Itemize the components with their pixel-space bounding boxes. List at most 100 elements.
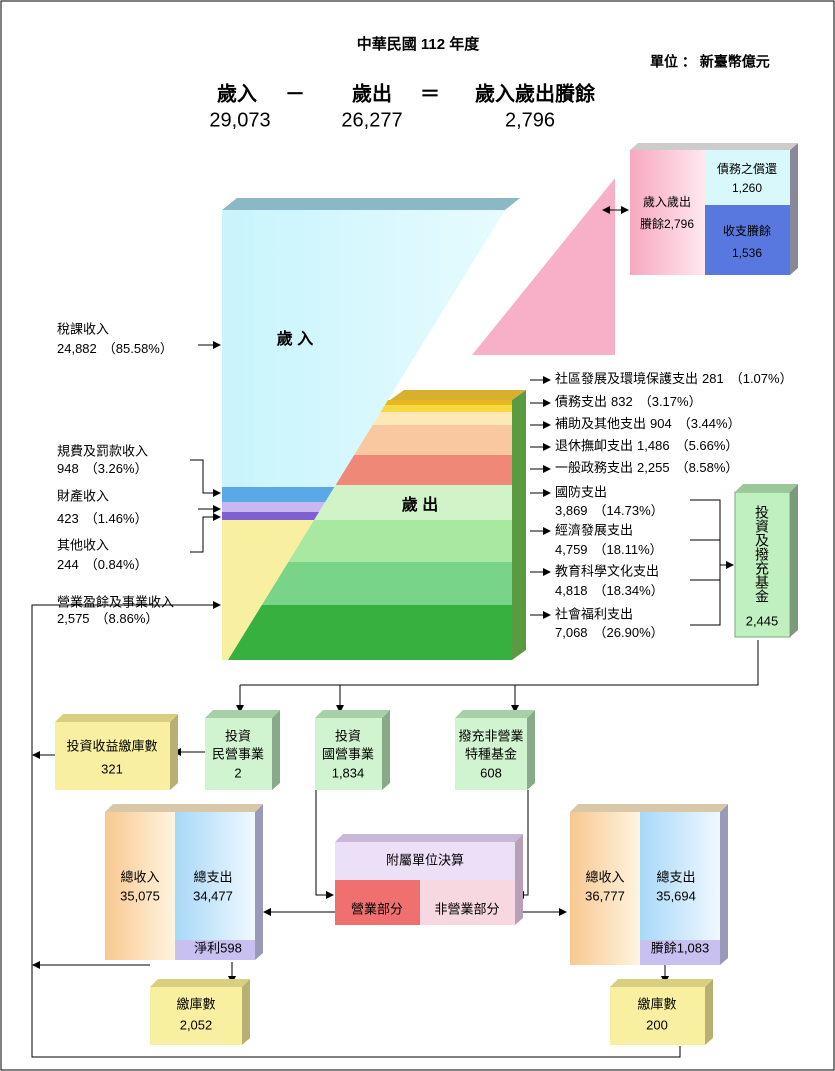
expenditure-pct: （1.07%） [730, 371, 793, 386]
eq-label: 歲入 [217, 81, 257, 105]
eq-label: 歲出 [352, 81, 392, 105]
band [222, 605, 522, 660]
expenditure-line: 補助及其他支出904（3.44%） [555, 416, 741, 431]
expenditure-line: 一般政務支出2,255（8.58%） [555, 460, 738, 475]
expenditure-value: 832 [611, 394, 633, 409]
label: 非營業部分 [434, 901, 499, 916]
side-face [512, 390, 526, 660]
label: 投資 [225, 728, 251, 743]
revenue-pct: （3.26%） [85, 461, 148, 476]
shape [105, 804, 263, 812]
expenditure-pct: （8.58%） [676, 460, 739, 475]
label: 投資 [335, 728, 361, 743]
label: 民營事業 [212, 746, 264, 761]
revenue-value-line: 948 （3.26%） [57, 461, 148, 476]
value: 2,052 [180, 1017, 213, 1032]
connector [690, 500, 720, 625]
label: 總收入 [585, 869, 624, 884]
top-face [222, 198, 520, 210]
revenue-value-line: 423（1.46%） [57, 511, 148, 526]
unit: 單位 ： 新臺幣億元 [650, 54, 770, 70]
eq-op: － [285, 83, 305, 105]
label: 總支出 [656, 869, 695, 884]
value: 賸餘1,083 [651, 940, 710, 955]
expenditure-pct: （14.73%） [594, 503, 664, 518]
shape [272, 710, 280, 790]
label: 繳庫數 [637, 996, 676, 1011]
expenditure-name: 社會福利支出 [555, 606, 633, 621]
title: 中華民國 112 年度 [357, 35, 481, 53]
eq-value: 2,796 [505, 109, 555, 131]
shape [455, 710, 535, 718]
label: 營業部分 [351, 901, 403, 916]
label: 賸餘2,796 [640, 216, 694, 231]
expenditure-name: 經濟發展支出 [555, 522, 633, 537]
shape [705, 979, 713, 1045]
value: 2,445 [746, 613, 779, 628]
revenue-value-line: 2,575 （8.86%） [57, 611, 158, 626]
revenue-name: 規費及罰款收入 [57, 443, 148, 458]
shape [150, 979, 250, 987]
expenditure-pct: （3.17%） [639, 394, 702, 409]
label: 撥充非營業 [458, 728, 523, 743]
shape [610, 979, 713, 987]
revenue-name: 營業盈餘及事業收入 [57, 594, 174, 609]
label: 收支賸餘 [723, 223, 771, 238]
expenditure-name: 退休撫卹支出 [555, 438, 633, 453]
shape [527, 710, 535, 790]
shape [720, 804, 728, 965]
fund-label: 投資及撥充基金 [754, 505, 770, 603]
top-face [735, 484, 798, 492]
label: 總收入 [120, 869, 159, 884]
shape [382, 710, 390, 790]
value: 321 [101, 761, 123, 776]
revenue-value: 2,575 [57, 611, 90, 626]
expenditure-name: 補助及其他支出 [555, 416, 646, 431]
label: 債務之償還 [717, 161, 777, 176]
connector [316, 790, 333, 895]
value: 36,777 [585, 888, 625, 903]
label: 總支出 [193, 869, 232, 884]
value: 1,536 [732, 246, 762, 260]
box [705, 150, 790, 205]
revenue-value: 423 [57, 511, 79, 526]
expenditure-name: 債務支出 [555, 394, 607, 409]
shape [570, 804, 728, 812]
eq-op: ＝ [420, 83, 440, 105]
shape [105, 812, 175, 960]
shape [55, 714, 178, 722]
label: 特種基金 [465, 746, 517, 761]
shape [175, 812, 255, 960]
top-face [630, 143, 798, 150]
expenditure-value: 3,869 [555, 503, 588, 518]
expenditure-line: 社區發展及環境保護支出281（1.07%） [555, 371, 793, 386]
expenditure-pct: （5.66%） [676, 438, 739, 453]
label: 投資收益繳庫數 [66, 738, 157, 753]
revenue-value: 948 [57, 461, 79, 476]
eq-value: 26,277 [341, 109, 402, 131]
expenditure-value: 4,759 [555, 542, 588, 557]
expenditure-line: 退休撫卹支出 1,486 （5.66%） [555, 438, 738, 453]
revenue-value-line: 244（0.84%） [57, 557, 148, 572]
value: 1,834 [332, 765, 365, 780]
expenditure-value: 1,486 [637, 438, 670, 453]
block-label: 歲 出 [402, 495, 438, 514]
value: 35,075 [120, 888, 160, 903]
revenue-pct: （8.86%） [96, 611, 159, 626]
value: 34,477 [193, 888, 233, 903]
connector [190, 517, 220, 552]
value: 淨利598 [194, 940, 242, 955]
expenditure-name: 教育科學文化支出 [555, 563, 659, 578]
expenditure-name: 國防支出 [555, 484, 607, 499]
shape [170, 714, 178, 790]
expenditure-pct: （18.11%） [594, 542, 663, 557]
shape [55, 722, 170, 790]
value: 200 [646, 1017, 668, 1032]
payment-boxes [150, 979, 713, 1045]
expenditure-value-line: 4,818（18.34%） [555, 583, 664, 598]
expenditure-pct: （3.44%） [678, 416, 741, 431]
expenditure-value-line: 7,068（26.90%） [555, 625, 664, 640]
expenditure-value-line: 3,869 （14.73%） [555, 503, 664, 518]
revenue-pct: （85.58%） [103, 341, 173, 356]
expenditure-value: 4,818 [555, 583, 588, 598]
